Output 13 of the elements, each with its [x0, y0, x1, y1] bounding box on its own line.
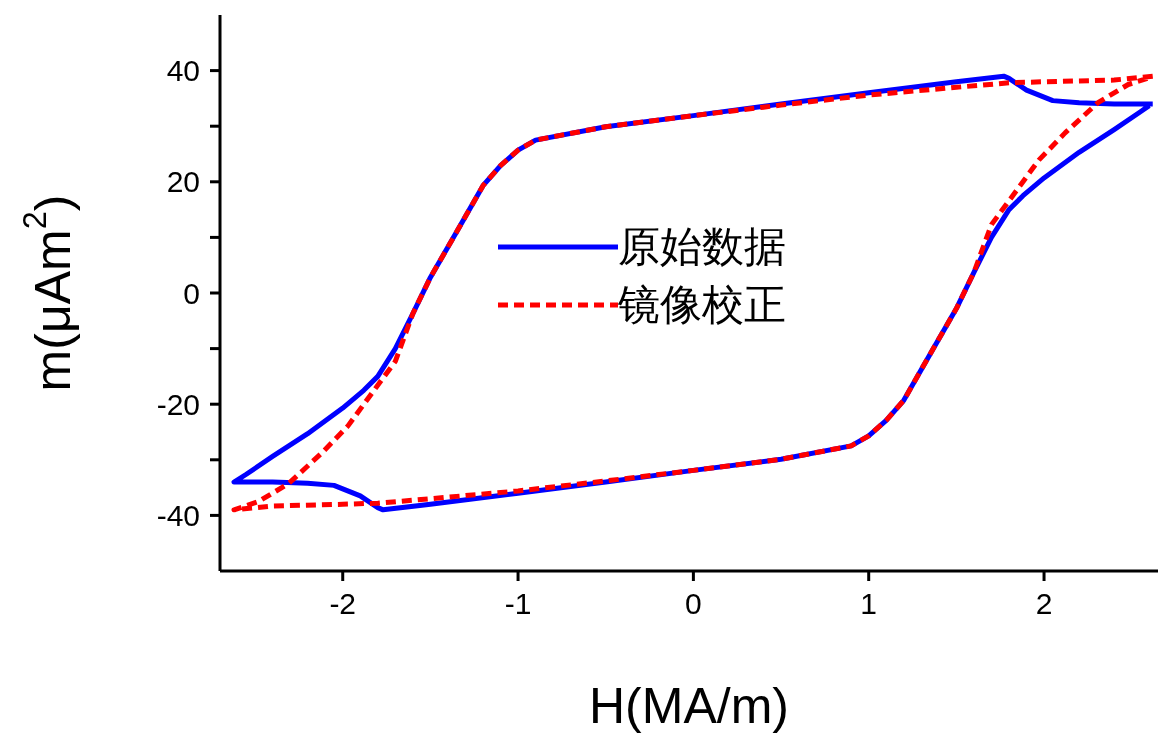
x-tick-label: 1	[860, 587, 878, 621]
legend-label: 镜像校正	[618, 279, 786, 331]
y-tick-label: 40	[166, 54, 200, 88]
x-tick-label: -1	[504, 587, 532, 621]
x-tick-label: -2	[329, 587, 357, 621]
legend-label: 原始数据	[618, 221, 786, 273]
y-tick-label: 0	[183, 276, 200, 310]
y-tick-label: 20	[166, 165, 200, 199]
x-tick-label: 2	[1035, 587, 1053, 621]
y-tick-label: -20	[156, 387, 200, 421]
y-tick-label: -40	[156, 499, 200, 533]
x-tick-label: 0	[685, 587, 702, 621]
x-axis-title: H(MA/m)	[589, 678, 789, 734]
